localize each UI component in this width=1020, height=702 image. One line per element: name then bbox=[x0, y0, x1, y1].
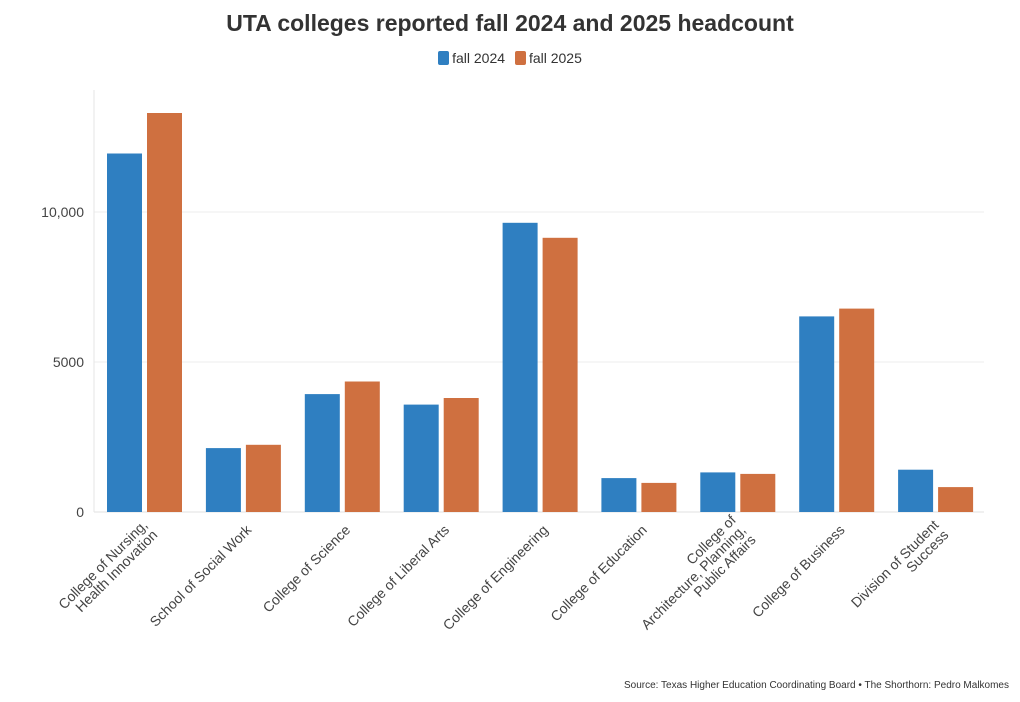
y-axis-ticks: 0 5000 10,000 bbox=[41, 204, 84, 520]
y-tick-label: 0 bbox=[76, 504, 84, 520]
x-axis-labels: College of Nursing,Health InnovationScho… bbox=[55, 512, 952, 633]
source-note: Source: Texas Higher Education Coordinat… bbox=[623, 680, 1009, 691]
bars bbox=[107, 113, 974, 513]
y-tick-label: 10,000 bbox=[41, 204, 84, 220]
legend-item-fall-2025[interactable]: fall 2025 bbox=[514, 50, 582, 66]
bar-fall-2025-1[interactable] bbox=[245, 444, 281, 512]
bar-fall-2024-3[interactable] bbox=[403, 404, 439, 512]
chart-title: UTA colleges reported fall 2024 and 2025… bbox=[226, 10, 794, 36]
x-category-label: College of Liberal Arts bbox=[344, 522, 452, 630]
bar-fall-2025-3[interactable] bbox=[443, 398, 479, 512]
y-tick-label: 5000 bbox=[53, 354, 84, 370]
x-category-label: College of Education bbox=[547, 522, 650, 625]
legend-label-fall-2025: fall 2025 bbox=[528, 50, 582, 66]
legend-label-fall-2024: fall 2024 bbox=[452, 50, 506, 66]
bar-fall-2025-8[interactable] bbox=[938, 487, 974, 512]
bar-fall-2025-5[interactable] bbox=[641, 482, 677, 512]
bar-fall-2025-2[interactable] bbox=[344, 381, 380, 513]
bar-fall-2024-0[interactable] bbox=[107, 153, 142, 513]
bar-fall-2024-5[interactable] bbox=[601, 478, 637, 512]
legend-swatch-fall-2024 bbox=[438, 51, 450, 65]
legend-swatch-fall-2025 bbox=[514, 51, 526, 65]
bar-fall-2024-1[interactable] bbox=[205, 448, 241, 512]
x-category-label: School of Social Work bbox=[146, 521, 255, 630]
x-category-label: College of Science bbox=[259, 521, 353, 615]
x-category-label: College of Nursing,Health Innovation bbox=[55, 517, 160, 622]
bar-fall-2024-7[interactable] bbox=[799, 316, 835, 512]
bar-fall-2024-6[interactable] bbox=[700, 472, 736, 512]
x-category-label: College of Business bbox=[749, 522, 848, 621]
legend: fall 2024 fall 2025 bbox=[0, 50, 1020, 68]
bar-fall-2025-0[interactable] bbox=[147, 113, 182, 512]
bar-fall-2025-7[interactable] bbox=[839, 308, 875, 512]
bar-fall-2025-4[interactable] bbox=[542, 237, 578, 513]
bar-fall-2025-6[interactable] bbox=[740, 473, 776, 512]
x-category-label: College of Engineering bbox=[440, 522, 551, 633]
bar-fall-2024-8[interactable] bbox=[898, 469, 934, 512]
bar-fall-2024-4[interactable] bbox=[502, 222, 538, 513]
legend-item-fall-2024[interactable]: fall 2024 bbox=[438, 50, 505, 66]
x-category-label: Division of StudentSuccess bbox=[848, 517, 952, 621]
bar-fall-2024-2[interactable] bbox=[304, 394, 340, 512]
gridlines bbox=[94, 211, 984, 513]
